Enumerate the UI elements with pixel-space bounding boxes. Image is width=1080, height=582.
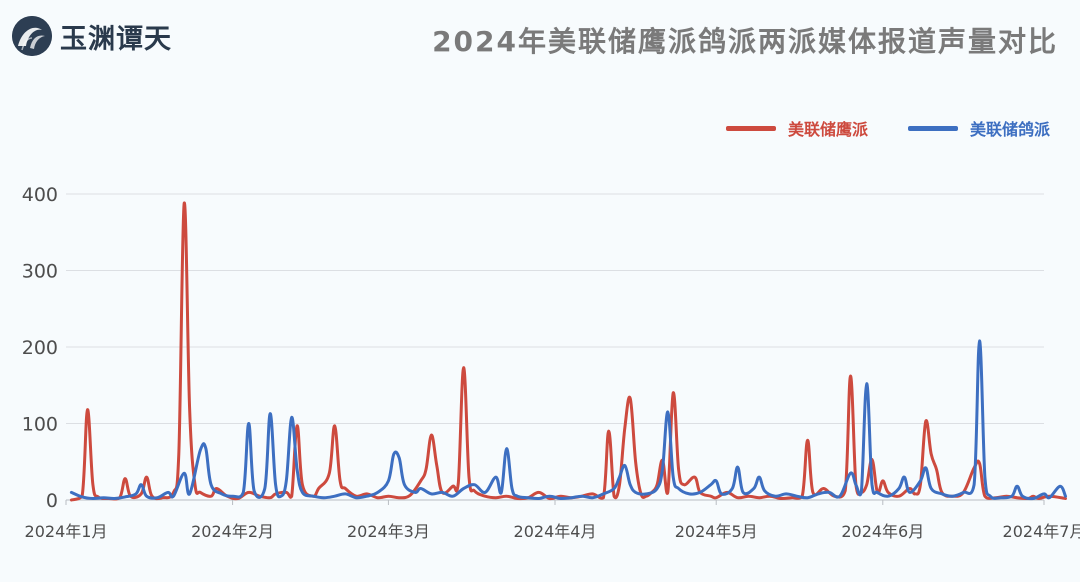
y-tick-label: 300	[22, 261, 58, 283]
legend-item-dove: 美联储鸽派	[907, 116, 1050, 140]
series-line-hawk	[69, 201, 1067, 502]
legend-label-hawk: 美联储鹰派	[787, 120, 868, 139]
chart-legend: 美联储鹰派 美联储鸽派	[725, 116, 1050, 140]
brand-logo: 玉渊谭天	[12, 16, 172, 56]
y-tick-label: 200	[22, 337, 58, 359]
legend-swatch-hawk	[725, 125, 776, 131]
x-tick-label: 2024年1月	[25, 522, 108, 541]
brand-emblem-icon	[12, 16, 52, 56]
y-tick-label: 400	[22, 184, 58, 206]
y-tick-label: 0	[46, 490, 58, 512]
x-tick-label: 2024年4月	[514, 522, 597, 541]
x-tick-label: 2024年5月	[675, 522, 758, 541]
x-tick-label: 2024年6月	[841, 522, 924, 541]
y-tick-label: 100	[22, 414, 58, 436]
legend-item-hawk: 美联储鹰派	[725, 116, 868, 140]
legend-label-dove: 美联储鸽派	[969, 120, 1050, 139]
x-tick-label: 2024年7月	[1003, 522, 1080, 541]
x-tick-label: 2024年2月	[191, 522, 274, 541]
chart-title: 2024年美联储鹰派鸽派两派媒体报道声量对比	[432, 25, 1058, 58]
legend-swatch-dove	[907, 125, 958, 131]
series-line-dove	[69, 339, 1067, 501]
brand-name: 玉渊谭天	[60, 23, 172, 55]
x-tick-label: 2024年3月	[347, 522, 430, 541]
